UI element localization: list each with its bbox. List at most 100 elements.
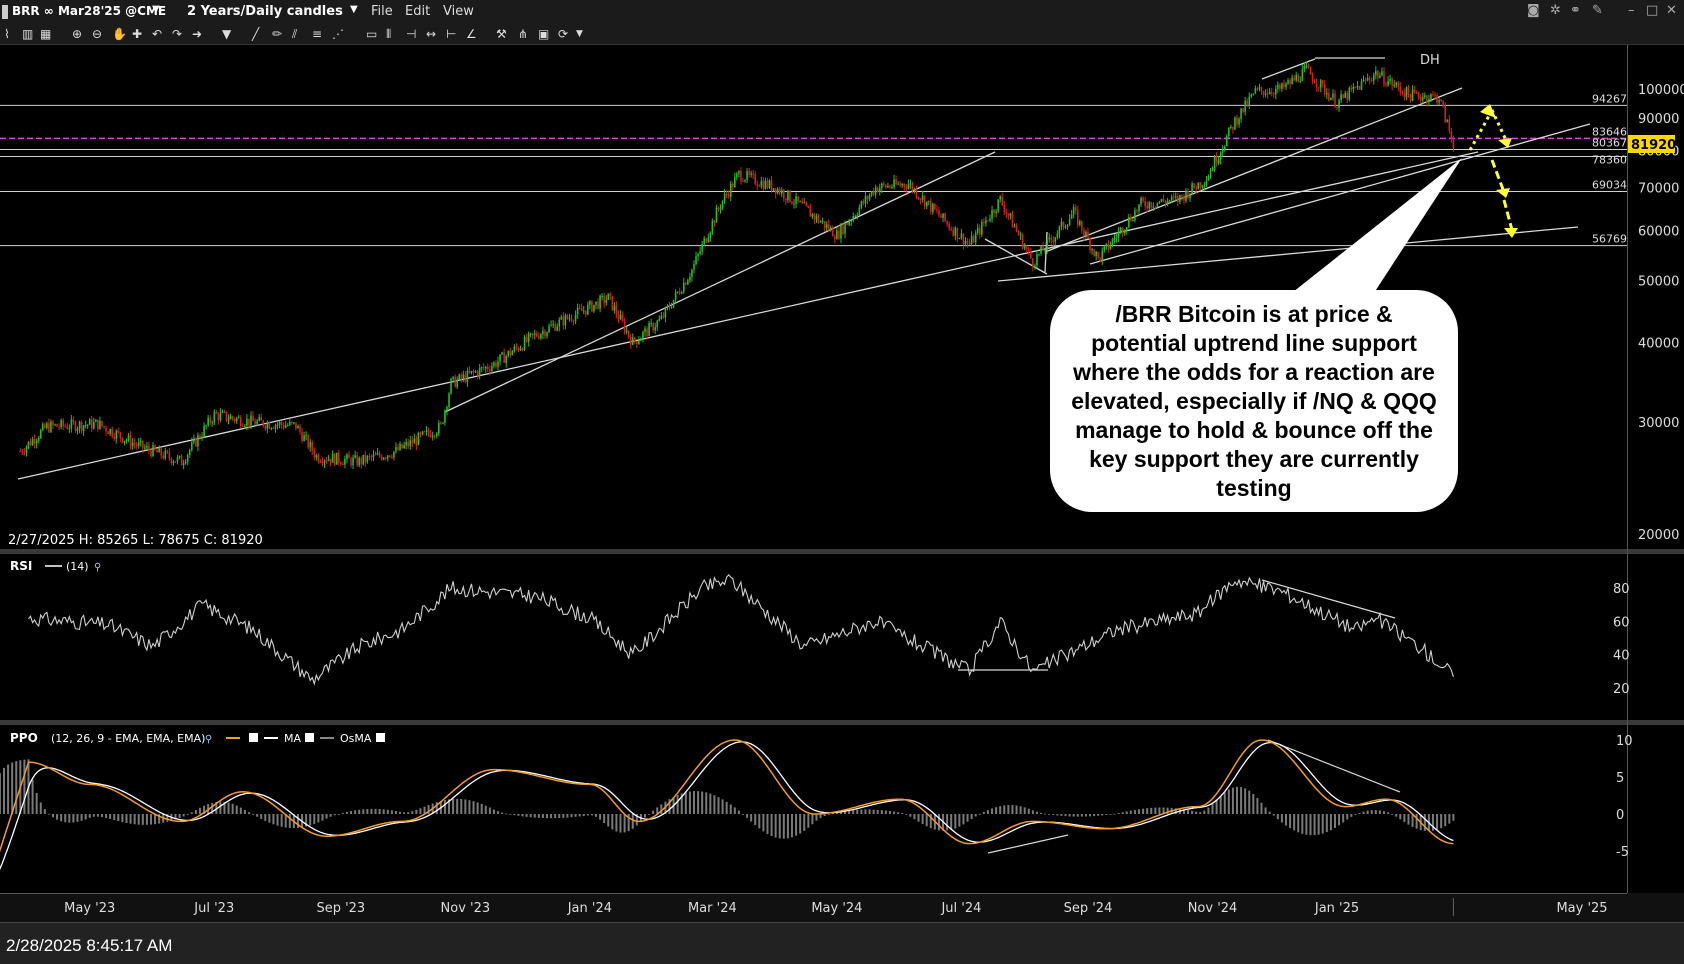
candle[interactable]	[317, 455, 320, 462]
candle[interactable]	[1285, 83, 1287, 88]
candle[interactable]	[1217, 159, 1220, 164]
candle[interactable]	[460, 374, 463, 379]
candle[interactable]	[578, 307, 581, 309]
candle[interactable]	[1297, 75, 1300, 82]
candle[interactable]	[1076, 210, 1079, 225]
candle[interactable]	[62, 420, 65, 426]
candle[interactable]	[1428, 99, 1430, 102]
candle[interactable]	[825, 224, 828, 228]
candle[interactable]	[1042, 245, 1044, 251]
candle[interactable]	[335, 452, 338, 465]
candle[interactable]	[107, 431, 109, 434]
candle[interactable]	[1328, 93, 1330, 101]
candle[interactable]	[319, 461, 322, 463]
candle[interactable]	[666, 306, 669, 308]
candle[interactable]	[648, 323, 650, 336]
candle[interactable]	[846, 223, 848, 225]
candle[interactable]	[160, 447, 162, 456]
candle[interactable]	[142, 440, 144, 449]
candle[interactable]	[815, 215, 818, 220]
candle[interactable]	[1236, 117, 1238, 125]
candle[interactable]	[331, 453, 334, 463]
candle[interactable]	[1215, 156, 1218, 164]
candle[interactable]	[650, 323, 652, 325]
candle[interactable]	[99, 420, 101, 430]
candle[interactable]	[60, 420, 62, 428]
candle[interactable]	[1364, 79, 1367, 81]
candle[interactable]	[1254, 88, 1257, 94]
candle[interactable]	[217, 413, 220, 420]
candle[interactable]	[440, 422, 442, 424]
candle[interactable]	[715, 208, 718, 223]
candle[interactable]	[872, 191, 875, 195]
candle[interactable]	[881, 183, 883, 189]
candle[interactable]	[1115, 237, 1118, 239]
candle[interactable]	[613, 305, 616, 311]
candle[interactable]	[305, 435, 307, 437]
candle[interactable]	[1346, 93, 1349, 100]
candle[interactable]	[413, 438, 416, 444]
candle[interactable]	[211, 422, 214, 424]
candle[interactable]	[299, 425, 301, 432]
candle[interactable]	[1005, 212, 1008, 214]
candle[interactable]	[1342, 94, 1344, 98]
candle[interactable]	[756, 184, 759, 186]
candle[interactable]	[695, 256, 697, 265]
candle[interactable]	[568, 318, 571, 320]
candle[interactable]	[799, 201, 801, 203]
candle[interactable]	[1072, 207, 1075, 215]
candle[interactable]	[1436, 94, 1438, 103]
candle[interactable]	[550, 325, 552, 327]
candle[interactable]	[617, 314, 620, 320]
candle[interactable]	[758, 185, 761, 187]
candle[interactable]	[687, 280, 689, 285]
candle[interactable]	[103, 426, 105, 428]
candle[interactable]	[264, 426, 267, 429]
candle[interactable]	[1052, 240, 1055, 242]
candle[interactable]	[337, 452, 340, 463]
candle[interactable]	[1003, 204, 1006, 213]
candle[interactable]	[1174, 196, 1177, 198]
candle[interactable]	[1354, 86, 1357, 88]
candle[interactable]	[164, 450, 167, 459]
candle[interactable]	[887, 185, 889, 188]
candle[interactable]	[1258, 87, 1261, 89]
candle[interactable]	[529, 333, 532, 335]
candle[interactable]	[948, 223, 950, 229]
candle[interactable]	[1138, 204, 1140, 212]
candle[interactable]	[1334, 93, 1336, 108]
candle[interactable]	[113, 436, 116, 439]
candle[interactable]	[527, 333, 530, 342]
candle[interactable]	[962, 233, 965, 245]
candle[interactable]	[636, 341, 638, 345]
candle[interactable]	[1213, 156, 1216, 170]
candle[interactable]	[587, 304, 589, 315]
candle[interactable]	[901, 184, 904, 186]
candle[interactable]	[1079, 220, 1081, 225]
candle[interactable]	[707, 237, 710, 243]
candle[interactable]	[1099, 257, 1102, 261]
candle[interactable]	[1101, 250, 1104, 261]
candle[interactable]	[597, 301, 599, 309]
candle[interactable]	[640, 338, 642, 341]
candle[interactable]	[266, 422, 269, 429]
candle[interactable]	[731, 183, 734, 188]
candle[interactable]	[1383, 71, 1385, 85]
candle[interactable]	[770, 180, 773, 191]
candle[interactable]	[1262, 91, 1265, 95]
close-icon[interactable]: ✕	[1666, 3, 1677, 18]
candle[interactable]	[1093, 249, 1095, 256]
candle[interactable]	[293, 422, 295, 424]
candle[interactable]	[162, 455, 165, 459]
candle[interactable]	[664, 307, 667, 318]
candle[interactable]	[501, 352, 503, 355]
candle[interactable]	[725, 193, 728, 195]
candle[interactable]	[1432, 94, 1434, 96]
candle[interactable]	[252, 415, 254, 422]
candle[interactable]	[368, 456, 371, 458]
candle[interactable]	[458, 374, 461, 380]
candle[interactable]	[474, 371, 477, 373]
candle[interactable]	[511, 351, 514, 356]
candle[interactable]	[929, 200, 932, 212]
candle[interactable]	[1301, 69, 1304, 81]
